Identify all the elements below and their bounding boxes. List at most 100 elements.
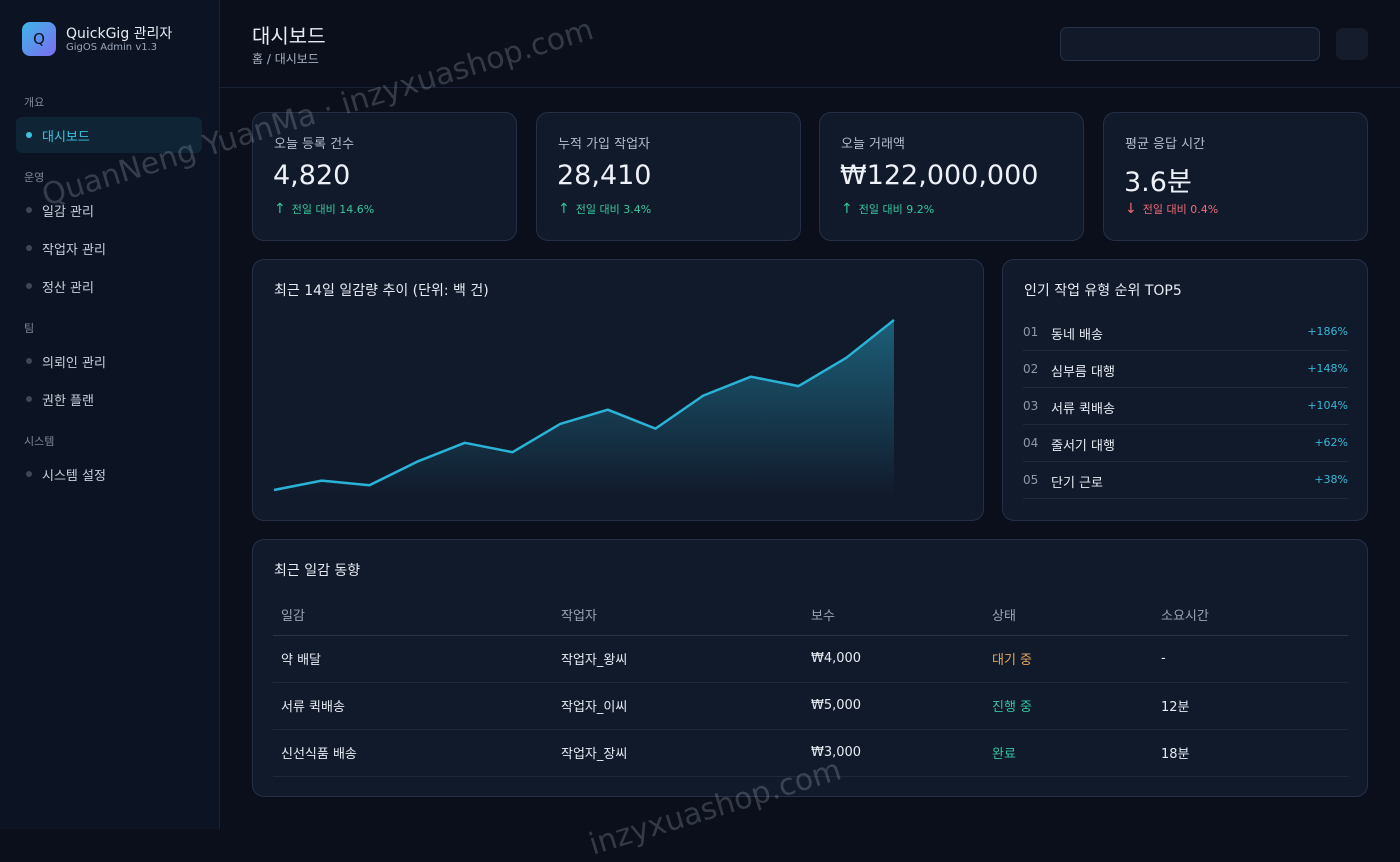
rank-name: 단기 근로: [1051, 476, 1103, 491]
stat-value: ₩122,000,000: [840, 160, 1039, 191]
trend-arrow: ↑: [558, 201, 570, 217]
column-header: 보수: [803, 594, 984, 636]
nav-item[interactable]: 정산 관리: [16, 268, 202, 304]
table-cell: ₩4,000: [803, 635, 984, 683]
stat-card: 평균 응답 시간 3.6분 ↓ 전일 대비 0.4%: [1103, 112, 1368, 241]
section-title: 시스템: [24, 435, 55, 448]
stat-change: ↑ 전일 대비 14.6%: [274, 201, 374, 217]
change-text: 전일 대비 14.6%: [291, 203, 375, 216]
stat-value: 4,820: [273, 160, 351, 191]
rank-change: +186%: [1307, 325, 1348, 338]
rank-row[interactable]: 04 줄서기 대행 +62%: [1023, 425, 1348, 462]
status-cell: 진행 중: [984, 682, 1153, 730]
table-cell: ₩5,000: [803, 682, 984, 730]
brand-name: QuickGig 관리자: [66, 26, 173, 42]
stat-card: 오늘 거래액 ₩122,000,000 ↑ 전일 대비 9.2%: [819, 112, 1084, 241]
nav-dot: [26, 396, 32, 402]
icon-button[interactable]: [1336, 28, 1368, 60]
stat-label: 평균 응답 시간: [1125, 137, 1206, 152]
table-cell: 작업자_왕씨: [553, 635, 803, 683]
section-title: 팀: [24, 322, 35, 335]
nav-dot: [26, 471, 32, 477]
table-row: 약 배달 작업자_왕씨 ₩4,000 대기 중-: [273, 635, 1348, 683]
table-row: 서류 퀵배송 작업자_이씨 ₩5,000 진행 중 12분: [273, 682, 1348, 730]
rank-number: 04: [1023, 436, 1039, 450]
stat-card: 오늘 등록 건수 4,820 ↑ 전일 대비 14.6%: [252, 112, 517, 241]
rank-row[interactable]: 05 단기 근로 +38%: [1023, 462, 1348, 499]
table-cell: ₩3,000: [803, 729, 984, 777]
nav-dot: [26, 132, 32, 138]
chart-card: 최근 14일 일감량 추이 (단위: 백 건): [252, 259, 984, 521]
logo: Q: [22, 22, 56, 56]
rank-row[interactable]: 03 서류 퀵배송 +104%: [1023, 388, 1348, 425]
column-header: 상태: [984, 594, 1153, 636]
trend-arrow: ↓: [1125, 201, 1137, 217]
nav-dot: [26, 358, 32, 364]
trend-arrow: ↑: [841, 201, 853, 217]
rank-change: +104%: [1307, 399, 1348, 412]
nav-item[interactable]: 시스템 설정: [16, 456, 202, 492]
rank-name: 심부름 대행: [1051, 365, 1115, 380]
trend-arrow: ↑: [274, 201, 286, 217]
stat-label: 오늘 등록 건수: [274, 137, 355, 152]
table-cell: 작업자_장씨: [553, 729, 803, 777]
stat-change: ↑ 전일 대비 3.4%: [558, 201, 651, 217]
status-cell: 완료: [984, 729, 1153, 777]
nav-label: 권한 플랜: [42, 393, 94, 409]
table-cell: 18분: [1153, 729, 1348, 777]
table-row: 신선식품 배송 작업자_장씨 ₩3,000 완료 18분: [273, 729, 1348, 777]
rank-row[interactable]: 02 심부름 대행 +148%: [1023, 351, 1348, 388]
search-box[interactable]: [1060, 27, 1320, 61]
page-title: 대시보드: [252, 24, 326, 48]
rank-number: 05: [1023, 473, 1039, 487]
stat-change: ↓ 전일 대비 0.4%: [1125, 201, 1218, 217]
change-text: 전일 대비 9.2%: [858, 203, 935, 216]
nav-dot: [26, 283, 32, 289]
rank-row[interactable]: 01 동네 배송 +186%: [1023, 314, 1348, 351]
table: 일감 작업자 보수 상태 소요시간 약 배달 작업자_왕씨 ₩4,000 대기 중 - 서류 퀵배송…: [273, 594, 1348, 777]
rank-name: 동네 배송: [1051, 328, 1103, 343]
section-title: 개요: [24, 96, 45, 109]
table-cell: 12분: [1153, 682, 1348, 730]
stat-label: 오늘 거래액: [841, 137, 905, 152]
nav-item[interactable]: 권한 플랜: [16, 381, 202, 417]
rank-number: 01: [1023, 325, 1039, 339]
rank-number: 02: [1023, 362, 1039, 376]
table-cell: 작업자_이씨: [553, 682, 803, 730]
stat-value: 3.6분: [1124, 167, 1192, 198]
chart-title: 최근 14일 일감량 추이 (단위: 백 건): [274, 283, 489, 299]
nav-dot: [26, 245, 32, 251]
nav-label: 대시보드: [42, 129, 90, 145]
table-cell: -: [1153, 635, 1348, 683]
nav-label: 시스템 설정: [42, 468, 106, 484]
nav-item[interactable]: 의뢰인 관리: [16, 343, 202, 379]
rank-name: 서류 퀵배송: [1051, 402, 1115, 417]
change-text: 전일 대비 3.4%: [575, 203, 652, 216]
breadcrumb: 홈 / 대시보드: [252, 52, 319, 66]
stat-value: 28,410: [557, 160, 652, 191]
column-header: 작업자: [553, 594, 803, 636]
trend-line: [273, 319, 895, 492]
rank-number: 03: [1023, 399, 1039, 413]
nav-item[interactable]: 대시보드: [16, 117, 202, 153]
ranking-card: 인기 작업 유형 순위 TOP5 01 동네 배송 +186% 02 심부름 대행 +14…: [1002, 259, 1368, 521]
column-header: 소요시간: [1153, 594, 1348, 636]
change-text: 전일 대비 0.4%: [1142, 203, 1219, 216]
stat-change: ↑ 전일 대비 9.2%: [841, 201, 934, 217]
table-card: 최근 일감 동향 일감 작업자 보수 상태 소요시간 약 배달 작업자_왕씨 ₩4,000 대기…: [252, 539, 1368, 797]
section-title: 운영: [24, 171, 45, 184]
rank-change: +38%: [1314, 473, 1348, 486]
rank-change: +148%: [1307, 362, 1348, 375]
nav-item[interactable]: 작업자 관리: [16, 230, 202, 266]
chart: [273, 319, 895, 496]
table-cell: 서류 퀵배송: [273, 682, 553, 730]
table-cell: 약 배달: [273, 635, 553, 683]
nav-label: 작업자 관리: [42, 242, 106, 258]
column-header: 일감: [273, 594, 553, 636]
ranking-title: 인기 작업 유형 순위 TOP5: [1024, 283, 1182, 299]
sidebar: Q QuickGig 관리자 GigOS Admin v1.3 개요 대시보드 운영…: [0, 0, 220, 829]
nav-dot: [26, 207, 32, 213]
nav-item[interactable]: 일감 관리: [16, 192, 202, 228]
stat-card: 누적 가입 작업자 28,410 ↑ 전일 대비 3.4%: [536, 112, 801, 241]
